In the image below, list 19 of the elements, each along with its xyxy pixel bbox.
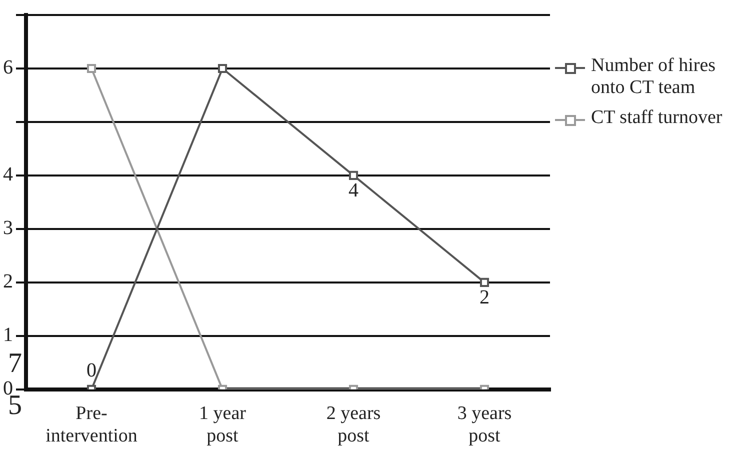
- y-tick-label: 1: [3, 324, 13, 346]
- data-label: 4: [348, 180, 358, 202]
- data-label: 2: [480, 286, 490, 309]
- y-tick-label: 2: [3, 270, 13, 293]
- point: [348, 170, 358, 180]
- y-tick-label: 3: [3, 217, 13, 240]
- legend-label: CT staff turnover: [591, 107, 722, 129]
- data-label: 0: [86, 360, 96, 382]
- point: [86, 64, 96, 74]
- point: [218, 64, 228, 74]
- point: [480, 278, 490, 287]
- x-tick-label: 2 years post: [326, 402, 381, 447]
- x-tick-label: 1 year post: [199, 402, 247, 447]
- legend-label: Number of hires onto CT team: [591, 55, 717, 99]
- text: 7: [8, 348, 22, 380]
- y-tick-label: 6: [3, 56, 13, 79]
- y-tick-label: 4: [3, 164, 13, 186]
- x-tick-label: Pre- intervention: [46, 402, 138, 447]
- x-tick-label: 3 years post: [457, 402, 512, 447]
